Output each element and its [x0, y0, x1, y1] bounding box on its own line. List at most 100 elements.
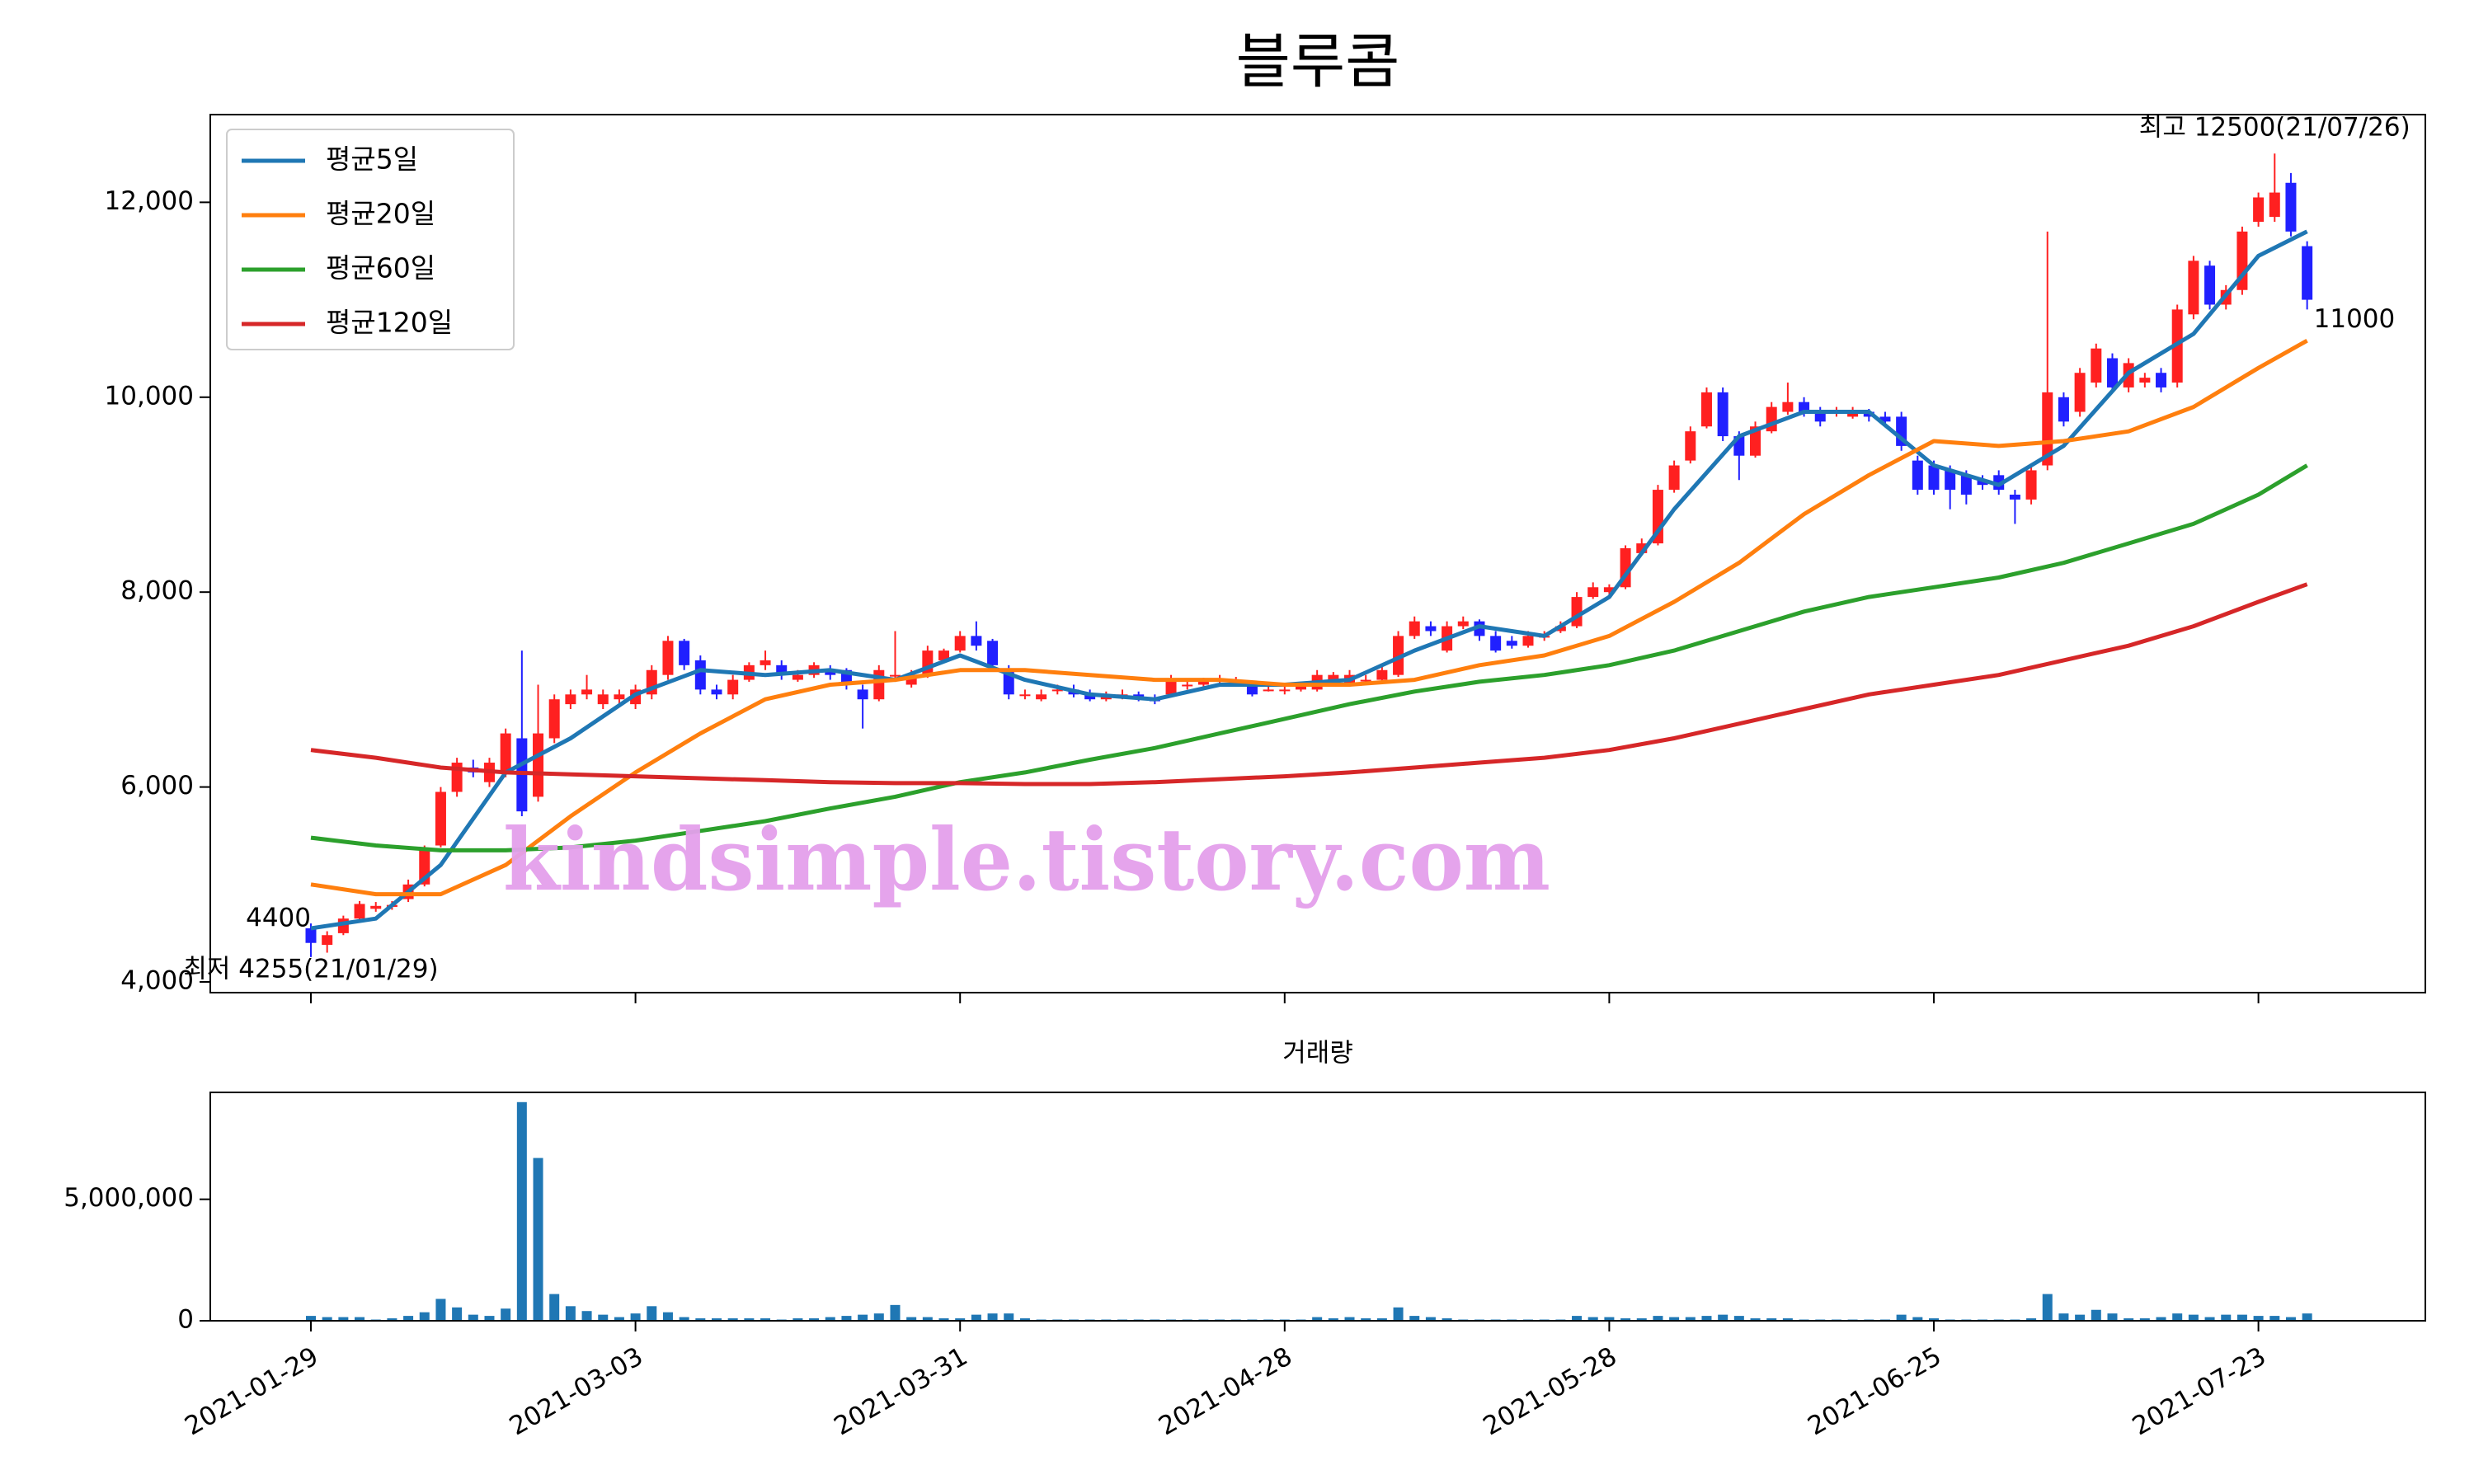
volume-bar — [338, 1317, 349, 1321]
candle-body — [1490, 636, 1502, 651]
candle-body — [971, 636, 982, 646]
y-tick-label: 10,000 — [105, 381, 194, 411]
volume-bar — [987, 1313, 998, 1321]
volume-bar — [695, 1318, 706, 1321]
volume-bar — [662, 1312, 673, 1321]
legend-label: 평균120일 — [326, 307, 453, 339]
volume-bar — [2269, 1316, 2280, 1321]
volume-bar — [1425, 1317, 1436, 1321]
candle-body — [2074, 373, 2086, 412]
candle-body — [857, 689, 868, 700]
candle-body — [1750, 426, 1761, 456]
candle-body — [727, 679, 739, 695]
volume-bar — [2139, 1318, 2150, 1321]
volume-bar — [322, 1317, 332, 1321]
volume-bar — [2042, 1294, 2053, 1321]
volume-bar — [387, 1318, 397, 1321]
volume-bar — [809, 1318, 820, 1321]
volume-bar — [1653, 1316, 1663, 1321]
axes-frame — [209, 1092, 2426, 1322]
candle-body — [889, 674, 901, 677]
candle-body — [305, 928, 317, 943]
y-tick-label: 4,000 — [120, 965, 194, 995]
candle-body — [565, 694, 576, 705]
volume-bar — [679, 1317, 689, 1321]
candle-body — [662, 641, 674, 675]
volume-bar — [1782, 1318, 1793, 1321]
volume-bar — [1912, 1317, 1923, 1321]
candle-body — [1782, 402, 1794, 412]
volume-bar — [2156, 1317, 2166, 1321]
candle-body — [954, 636, 966, 651]
volume-bar — [760, 1318, 771, 1321]
volume-bar — [1312, 1317, 1323, 1321]
candle-body — [987, 641, 999, 665]
candle-body — [1636, 543, 1648, 553]
candle-body — [1409, 621, 1420, 636]
candle-body — [1328, 674, 1339, 680]
volume-bar — [2058, 1313, 2069, 1321]
legend-label: 평균20일 — [326, 198, 435, 230]
plot-area — [305, 153, 2313, 957]
volume-bar — [598, 1314, 609, 1321]
volume-bar — [630, 1313, 641, 1321]
candle-body — [679, 641, 690, 665]
candle-body — [776, 665, 788, 675]
candle-body — [2302, 246, 2313, 300]
y-tick-label: 8,000 — [120, 576, 194, 606]
volume-bar — [2026, 1318, 2037, 1321]
candle-body — [2042, 392, 2053, 466]
candle-body — [1603, 587, 1615, 593]
volume-bar — [565, 1306, 576, 1321]
volume-bar — [1572, 1316, 1583, 1321]
candle-body — [1246, 684, 1258, 695]
candle-body — [760, 660, 771, 665]
volume-bar — [1442, 1318, 1452, 1321]
volume-bar — [1750, 1318, 1761, 1321]
volume-bar — [727, 1318, 738, 1321]
candle-body — [1263, 689, 1274, 692]
volume-bar — [858, 1314, 868, 1321]
candle-body — [370, 905, 382, 909]
candle-body — [2091, 348, 2102, 383]
candle-body — [1360, 679, 1371, 682]
volume-bar — [533, 1158, 543, 1321]
annotation: 최저 4255(21/01/29) — [183, 954, 438, 984]
volume-bar — [1733, 1316, 1744, 1321]
candle-body — [1393, 636, 1404, 675]
candle-body — [1019, 694, 1031, 697]
candle-body — [922, 650, 934, 675]
candle-body — [1522, 636, 1534, 646]
candle-body — [2204, 265, 2216, 305]
volume-bar — [841, 1316, 852, 1321]
volume-bar — [1393, 1307, 1404, 1321]
annotation: 최고 12500(21/07/26) — [2139, 112, 2411, 142]
candle-body — [2025, 470, 2037, 500]
candle-body — [1717, 392, 1729, 437]
candle-body — [1685, 431, 1696, 461]
volume-bar — [452, 1307, 463, 1321]
candle-body — [581, 689, 593, 695]
candle-body — [938, 650, 950, 660]
candle-body — [905, 674, 917, 685]
candle-body — [2139, 378, 2151, 383]
annotation: 4400 — [246, 904, 311, 933]
volume-bar — [484, 1316, 495, 1321]
moving-average-line — [310, 339, 2308, 897]
volume-bar — [1361, 1318, 1371, 1321]
volume-bar — [306, 1316, 316, 1321]
candle-body — [1700, 392, 1712, 427]
volume-bar — [1004, 1313, 1014, 1321]
volume-bar — [1669, 1317, 1680, 1321]
volume-bar — [501, 1308, 511, 1321]
volume-bar — [922, 1317, 933, 1321]
volume-bar — [2124, 1318, 2134, 1321]
watermark: kindsimple.tistory.com — [503, 809, 1550, 910]
volume-bar — [647, 1306, 657, 1321]
candle-body — [1295, 684, 1306, 690]
candle-body — [873, 669, 885, 700]
volume-bar — [2107, 1313, 2118, 1321]
candle-body — [1814, 411, 1826, 422]
candle-body — [1799, 402, 1810, 412]
